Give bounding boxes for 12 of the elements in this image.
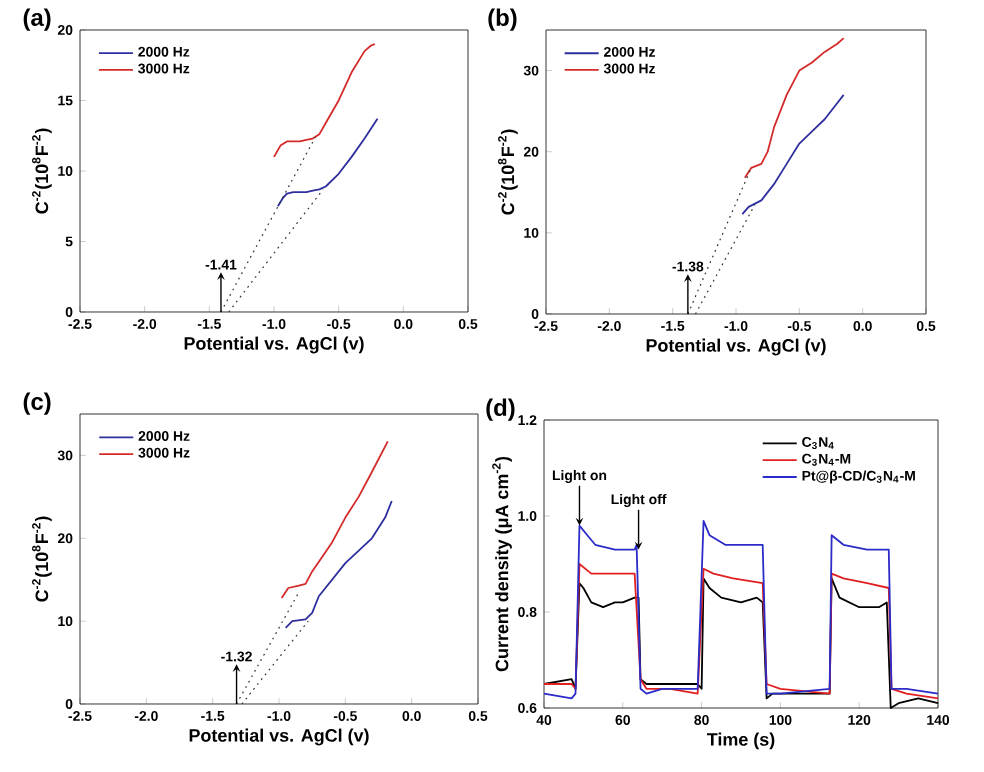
y-axis-title: Current density (μA cm$^{-2}$) xyxy=(492,456,512,672)
x-axis-title: Potential vs. AgCl (v) xyxy=(189,728,369,746)
chart-title: (d) xyxy=(486,398,515,421)
chart-title: (b) xyxy=(488,8,517,31)
chart-title: (a) xyxy=(23,8,51,31)
x-axis-title: Potential vs. AgCl (v) xyxy=(184,336,364,354)
y-axis-title: C$^{-2}$(10$^{8}$F$^{-2}$) xyxy=(32,516,52,602)
chart-title: (c) xyxy=(23,392,51,415)
x-axis-title: Potential vs. AgCl (v) xyxy=(646,338,826,356)
y-axis-title: C$^{-2}$(10$^{8}$F$^{-2}$) xyxy=(498,129,518,215)
x-axis-title: Time (s) xyxy=(706,732,775,750)
y-axis-title: C$^{-2}$(10$^{8}$F$^{-2}$) xyxy=(32,128,52,214)
